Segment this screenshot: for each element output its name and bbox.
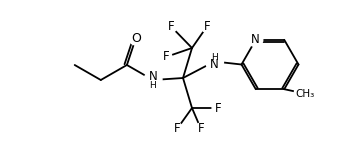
- Text: O: O: [131, 32, 141, 44]
- Circle shape: [195, 123, 207, 135]
- Text: F: F: [163, 51, 169, 63]
- Text: H: H: [211, 53, 218, 62]
- Text: N: N: [210, 58, 219, 71]
- Text: F: F: [198, 122, 204, 136]
- Circle shape: [212, 102, 224, 114]
- Text: H: H: [150, 80, 156, 90]
- Circle shape: [249, 33, 263, 47]
- Text: F: F: [174, 122, 180, 136]
- Circle shape: [129, 31, 143, 45]
- Circle shape: [294, 83, 316, 105]
- Text: CH₃: CH₃: [296, 89, 315, 99]
- Circle shape: [165, 20, 177, 32]
- Circle shape: [160, 51, 172, 63]
- Text: N: N: [149, 71, 157, 83]
- Circle shape: [171, 123, 183, 135]
- Circle shape: [201, 20, 213, 32]
- Text: F: F: [168, 20, 174, 33]
- Circle shape: [144, 71, 162, 89]
- Circle shape: [206, 53, 224, 71]
- Text: F: F: [215, 102, 221, 115]
- Text: F: F: [204, 20, 210, 33]
- Text: N: N: [251, 33, 260, 46]
